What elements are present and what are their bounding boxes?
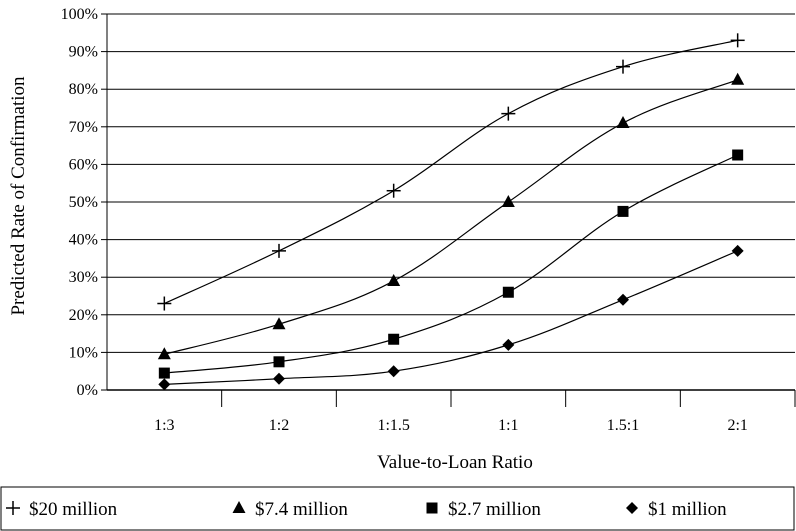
series-line (164, 39, 738, 305)
y-tick-label: 60% (69, 156, 98, 173)
data-point-triangle (501, 195, 515, 207)
series-line (164, 250, 738, 385)
data-point-diamond (617, 293, 629, 306)
x-tick-label: 1:1 (498, 417, 518, 434)
y-tick-label: 20% (69, 307, 98, 324)
legend-marker-triangle (232, 501, 246, 513)
data-point-diamond (273, 372, 285, 385)
legend-label: $20 million (29, 499, 118, 520)
data-point-square (388, 333, 400, 345)
legend-marker-plus (6, 501, 20, 515)
y-tick-label: 80% (69, 81, 98, 98)
x-tick-label: 1:3 (154, 417, 174, 434)
y-tick-label: 50% (69, 194, 98, 211)
legend-item: $2.7 million (426, 499, 541, 520)
y-tick-label: 10% (69, 344, 98, 361)
series-lines (164, 39, 738, 385)
data-point-square (502, 286, 514, 298)
y-axis-title: Predicted Rate of Confirmation (8, 76, 29, 316)
x-tick-labels: 1:3 1:2 1:1.5 1:1 1.5:1 2:1 (154, 417, 748, 434)
legend-item: $7.4 million (232, 499, 348, 520)
data-point-plus (501, 106, 516, 121)
legend-label: $7.4 million (255, 499, 348, 520)
gridlines (107, 13, 795, 391)
data-point-diamond (158, 378, 171, 391)
x-tick-label: 1:2 (269, 417, 289, 434)
data-point-plus (272, 243, 286, 258)
data-point-plus (616, 59, 630, 74)
x-tick-label: 1:1.5 (377, 417, 409, 434)
data-point-triangle (387, 273, 401, 286)
data-point-square (732, 149, 744, 161)
legend-item: $1 million (626, 499, 727, 520)
data-point-diamond (502, 338, 515, 351)
series-line (164, 154, 738, 374)
legend-marker-diamond (626, 502, 638, 514)
data-point-square (158, 367, 170, 379)
series-line (164, 79, 738, 355)
data-point-diamond (731, 244, 744, 257)
y-tick-label: 30% (69, 269, 98, 286)
data-point-plus (157, 296, 172, 311)
data-point-triangle (157, 347, 171, 360)
legend-label: $1 million (648, 499, 727, 520)
y-tick-label: 40% (69, 232, 98, 249)
y-tick-labels: 0% 10% 20% 30% 40% 50% 60% 70% 80% 90% 100% (61, 6, 98, 399)
data-point-triangle (731, 72, 745, 85)
data-point-plus (386, 183, 401, 198)
y-tick-label: 100% (61, 6, 98, 23)
legend-item: $20 million (6, 499, 118, 520)
data-point-plus (730, 33, 745, 48)
data-point-square (617, 205, 629, 217)
legend: $20 million $7.4 million $2.7 million $1 mi… (6, 499, 727, 520)
legend-marker-square (426, 502, 438, 514)
y-tick-label: 0% (77, 382, 98, 399)
data-point-triangle (272, 317, 286, 330)
series-markers (157, 33, 745, 391)
data-point-triangle (616, 116, 630, 129)
y-tick-label: 70% (69, 119, 98, 136)
x-tick-label: 1.5:1 (607, 417, 639, 434)
legend-label: $2.7 million (448, 499, 541, 520)
x-axis-title: Value-to-Loan Ratio (377, 452, 533, 473)
legend-box (0, 486, 795, 531)
x-tick-label: 2:1 (727, 417, 747, 434)
data-point-square (273, 356, 285, 368)
axes (101, 13, 796, 407)
data-point-diamond (387, 365, 400, 378)
y-tick-label: 90% (69, 44, 98, 61)
